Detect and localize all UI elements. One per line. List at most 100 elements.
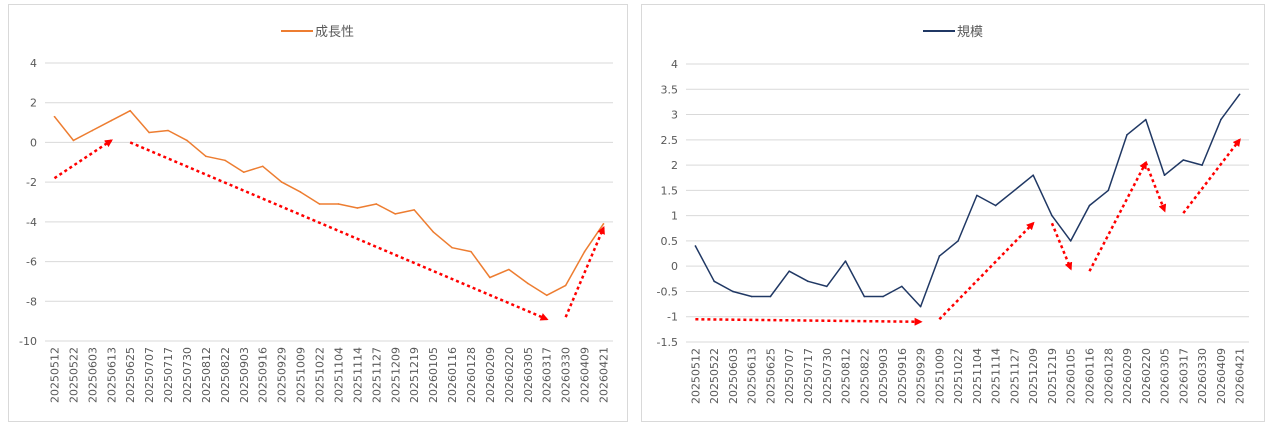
legend-label: 成長性 (315, 25, 354, 40)
data-point (976, 194, 978, 197)
data-point (470, 250, 472, 253)
data-point (1069, 240, 1072, 242)
data-point (527, 282, 529, 285)
x-tick-label: 20250613 (105, 347, 118, 403)
x-tick-label: 20260220 (503, 347, 516, 403)
legend-label: 規模 (957, 25, 983, 40)
x-tick-label: 20250812 (200, 347, 213, 403)
x-tick-label: 20260220 (1140, 348, 1153, 404)
x-tick-label: 20251127 (1008, 348, 1021, 404)
y-tick-label: -8 (26, 295, 37, 308)
trend-arrow (1182, 138, 1241, 214)
x-tick-label: 20250512 (689, 348, 702, 404)
x-tick-label: 20260317 (1177, 348, 1190, 404)
data-point (807, 280, 809, 283)
x-tick-label: 20260116 (446, 347, 459, 403)
data-point (91, 129, 94, 132)
data-point (129, 109, 131, 112)
trend-arrow (1088, 160, 1147, 272)
data-point (1088, 204, 1091, 207)
trend-arrow (53, 139, 113, 180)
y-tick-label: 0 (30, 136, 37, 149)
data-point (1163, 174, 1166, 176)
data-point (451, 246, 453, 249)
x-tick-label: 20260317 (541, 347, 554, 403)
data-point (280, 181, 283, 183)
data-point (110, 119, 113, 122)
series-line (694, 93, 1241, 308)
y-tick-label: 3 (671, 109, 678, 122)
data-point (1220, 118, 1222, 121)
y-tick-label: 4 (30, 57, 37, 70)
data-point (1144, 118, 1147, 121)
chart-panel-growth: 4 2 0 -2 -4 -6 -8 -10 20250512 20250522 20250603 20… (8, 4, 628, 422)
x-tick-label: 20250929 (276, 347, 289, 403)
y-tick-label: -6 (26, 256, 37, 269)
trend-arrow (938, 221, 1035, 321)
y-tick-label: 1.5 (661, 184, 679, 197)
x-tick-label: 20250929 (915, 348, 928, 404)
series-line (53, 109, 605, 297)
x-tick-label: 20250625 (764, 348, 777, 404)
y-tick-label: 1 (671, 210, 678, 223)
x-tick-label: 20250916 (257, 347, 270, 403)
data-point (186, 139, 188, 142)
x-tick-label: 20260409 (1215, 348, 1228, 404)
y-tick-label: 0.5 (661, 235, 679, 248)
data-point (413, 209, 416, 211)
data-point (750, 295, 753, 298)
size-chart-svg: 4 3.5 3 2.5 2 1.5 1 0.5 0 -0.5 -1 -1.5 20250512 20250… (657, 25, 1249, 404)
y-tick-label: 2 (30, 97, 37, 110)
x-tick-label: 20251209 (389, 347, 402, 403)
y-tick-label: -1.5 (657, 336, 678, 349)
x-tick-label: 20250730 (821, 348, 834, 404)
data-point (1107, 189, 1110, 192)
data-point (53, 115, 56, 118)
x-tick-label: 20251022 (314, 347, 327, 403)
x-tick-label: 20251009 (933, 348, 946, 404)
data-point (167, 129, 169, 132)
data-point (1238, 93, 1241, 96)
data-point (564, 284, 567, 287)
x-tick-label: 20251114 (990, 348, 1003, 404)
x-tick-label: 20260305 (522, 347, 535, 403)
data-point (432, 230, 434, 233)
x-tick-label: 20250916 (896, 348, 909, 404)
x-tick-label: 20260330 (1196, 348, 1209, 404)
x-tick-label: 20250812 (840, 348, 853, 404)
data-point (938, 255, 941, 257)
x-tick-label: 20251209 (1027, 348, 1040, 404)
x-tick-label: 20250522 (67, 347, 80, 403)
data-point (769, 295, 772, 298)
data-point (1032, 174, 1034, 176)
trend-arrow (1144, 162, 1167, 213)
x-tick-label: 20250707 (783, 348, 796, 404)
y-tick-label: -0.5 (657, 285, 678, 298)
trend-arrow (695, 317, 923, 326)
x-tick-label: 20260409 (579, 347, 592, 403)
x-tick-label: 20250603 (727, 348, 740, 404)
x-tick-label: 20260105 (1065, 348, 1078, 404)
y-tick-label: 4 (671, 58, 678, 71)
data-point (1201, 164, 1203, 166)
x-tick-label: 20250522 (708, 348, 721, 404)
data-point (901, 285, 903, 288)
data-point (205, 155, 207, 158)
x-tick-label: 20250717 (802, 348, 815, 404)
y-tick-label: -2 (26, 176, 37, 189)
data-point (1182, 159, 1185, 161)
data-point (844, 260, 847, 262)
y-tick-label: -4 (26, 216, 37, 229)
data-point (394, 213, 397, 215)
y-tick-label: 2 (671, 159, 678, 172)
y-tick-label: 3.5 (661, 83, 679, 96)
data-point (583, 250, 586, 253)
x-tick-label: 20250822 (219, 347, 232, 403)
data-point (1126, 133, 1128, 136)
data-point (489, 276, 491, 279)
data-point (318, 203, 321, 205)
data-point (261, 165, 264, 168)
data-point (72, 139, 75, 142)
data-point (299, 191, 302, 193)
data-point (337, 203, 340, 205)
